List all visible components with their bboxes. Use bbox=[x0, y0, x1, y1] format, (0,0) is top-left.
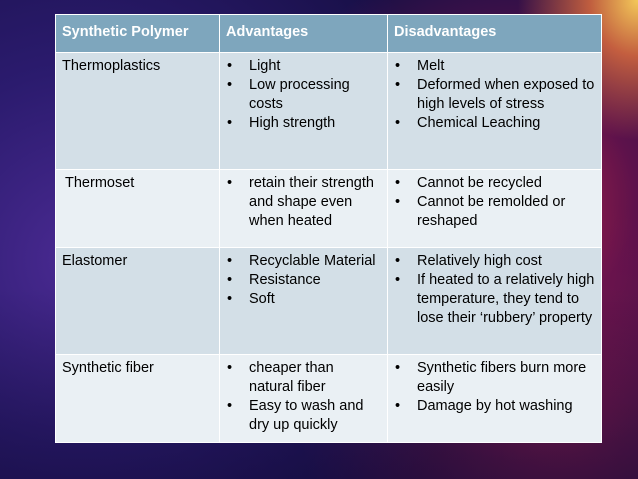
list-item: Cannot be recycled bbox=[394, 174, 595, 193]
list-item: Soft bbox=[226, 290, 381, 309]
advantages-cell: Light Low processing costs High strength bbox=[219, 52, 388, 170]
header-disadvantages: Disadvantages bbox=[387, 14, 602, 53]
table-row: Elastomer Recyclable Material Resistance… bbox=[55, 247, 602, 355]
list-item: Damage by hot washing bbox=[394, 397, 595, 416]
polymer-name-cell: Elastomer bbox=[55, 247, 220, 355]
disadvantages-list: Cannot be recycled Cannot be remolded or… bbox=[394, 174, 595, 231]
disadvantages-list: Relatively high cost If heated to a rela… bbox=[394, 252, 595, 328]
advantages-list: cheaper than natural fiber Easy to wash … bbox=[226, 359, 381, 435]
list-item: retain their strength and shape even whe… bbox=[226, 174, 381, 231]
table-header-row: Synthetic Polymer Advantages Disadvantag… bbox=[55, 14, 602, 53]
list-item: Melt bbox=[394, 57, 595, 76]
table-row: Thermoplastics Light Low processing cost… bbox=[55, 52, 602, 170]
polymer-name-text: Thermoset bbox=[65, 175, 135, 191]
list-item: Resistance bbox=[226, 271, 381, 290]
disadvantages-cell: Melt Deformed when exposed to high level… bbox=[387, 52, 602, 170]
disadvantages-cell: Relatively high cost If heated to a rela… bbox=[387, 247, 602, 355]
list-item: cheaper than natural fiber bbox=[226, 359, 381, 397]
disadvantages-cell: Cannot be recycled Cannot be remolded or… bbox=[387, 169, 602, 248]
table-row: Synthetic fiber cheaper than natural fib… bbox=[55, 354, 602, 443]
polymer-name-cell: Thermoset bbox=[55, 169, 220, 248]
list-item: Chemical Leaching bbox=[394, 114, 595, 133]
list-item: High strength bbox=[226, 114, 381, 133]
polymer-comparison-table: Synthetic Polymer Advantages Disadvantag… bbox=[55, 14, 602, 443]
list-item: Deformed when exposed to high levels of … bbox=[394, 76, 595, 114]
list-item: Light bbox=[226, 57, 381, 76]
polymer-name-cell: Synthetic fiber bbox=[55, 354, 220, 443]
list-item: Recyclable Material bbox=[226, 252, 381, 271]
header-advantages: Advantages bbox=[219, 14, 388, 53]
advantages-list: retain their strength and shape even whe… bbox=[226, 174, 381, 231]
list-item: Low processing costs bbox=[226, 76, 381, 114]
list-item: Synthetic fibers burn more easily bbox=[394, 359, 595, 397]
table-row: Thermoset retain their strength and shap… bbox=[55, 169, 602, 248]
disadvantages-list: Synthetic fibers burn more easily Damage… bbox=[394, 359, 595, 416]
advantages-cell: Recyclable Material Resistance Soft bbox=[219, 247, 388, 355]
list-item: Cannot be remolded or reshaped bbox=[394, 193, 595, 231]
advantages-list: Recyclable Material Resistance Soft bbox=[226, 252, 381, 309]
list-item: Easy to wash and dry up quickly bbox=[226, 397, 381, 435]
disadvantages-cell: Synthetic fibers burn more easily Damage… bbox=[387, 354, 602, 443]
disadvantages-list: Melt Deformed when exposed to high level… bbox=[394, 57, 595, 133]
list-item: If heated to a relatively high temperatu… bbox=[394, 271, 595, 328]
header-synthetic-polymer: Synthetic Polymer bbox=[55, 14, 220, 53]
advantages-list: Light Low processing costs High strength bbox=[226, 57, 381, 133]
polymer-name-cell: Thermoplastics bbox=[55, 52, 220, 170]
list-item: Relatively high cost bbox=[394, 252, 595, 271]
advantages-cell: retain their strength and shape even whe… bbox=[219, 169, 388, 248]
advantages-cell: cheaper than natural fiber Easy to wash … bbox=[219, 354, 388, 443]
